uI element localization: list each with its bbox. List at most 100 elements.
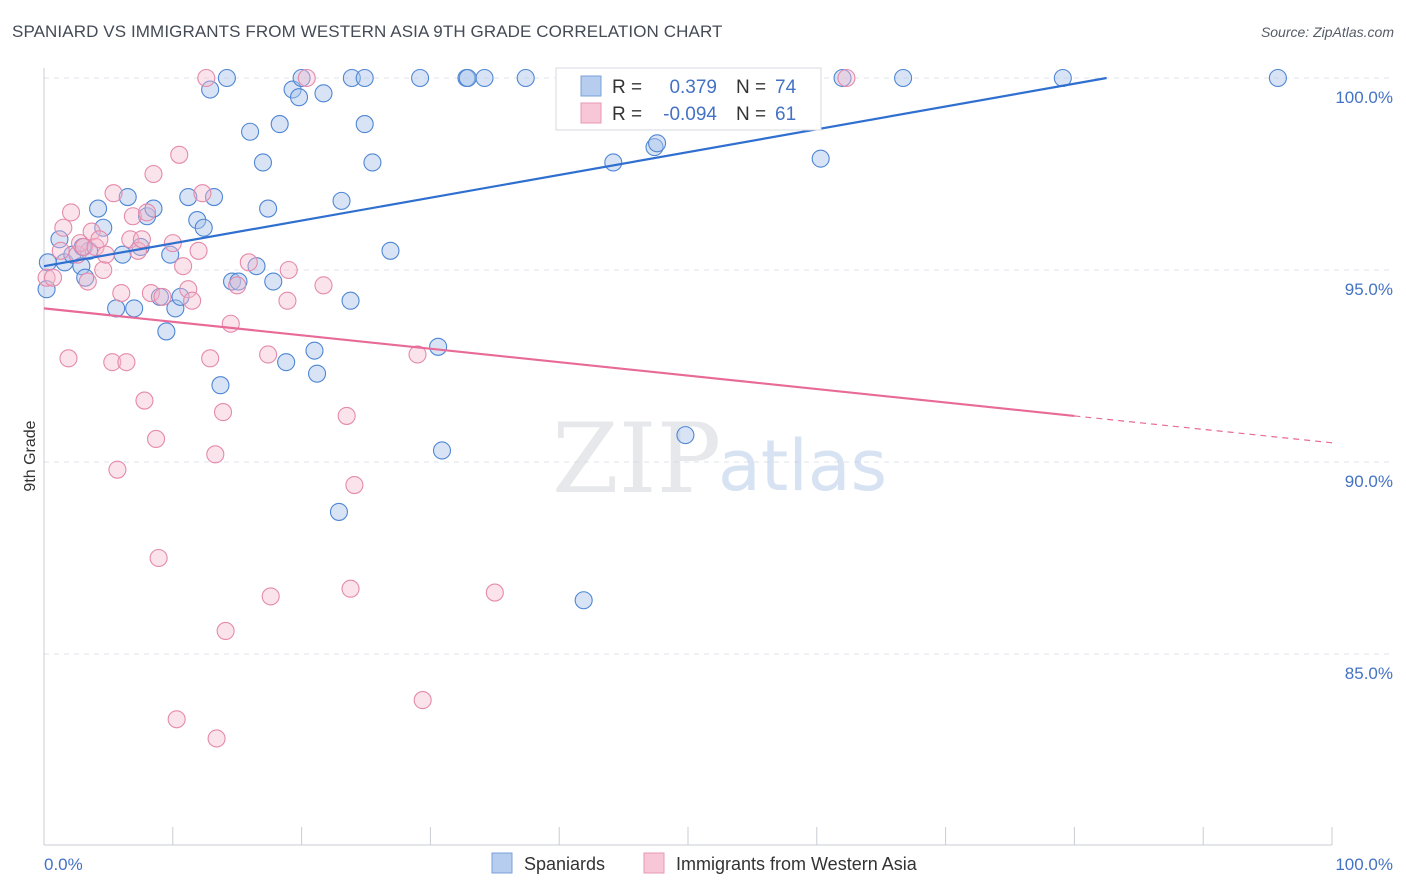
data-point-spaniards — [332, 191, 351, 210]
data-point-spaniards — [211, 376, 230, 395]
data-point-immigrants — [54, 218, 73, 237]
series-immigrants-points — [37, 68, 856, 748]
data-point-spaniards — [270, 115, 289, 134]
data-point-immigrants — [103, 353, 122, 372]
data-point-spaniards — [201, 80, 220, 99]
data-point-immigrants — [117, 353, 136, 372]
data-point-spaniards — [432, 441, 452, 460]
data-point-spaniards — [157, 322, 176, 341]
data-point-spaniards — [277, 353, 296, 372]
data-point-immigrants — [837, 68, 856, 88]
data-point-immigrants — [37, 268, 56, 287]
data-point-spaniards — [341, 291, 360, 310]
data-point-spaniards — [314, 84, 333, 103]
data-point-immigrants — [228, 276, 247, 295]
data-point-spaniards — [161, 245, 180, 264]
data-point-spaniards — [166, 299, 185, 318]
data-point-immigrants — [337, 406, 356, 425]
series-legend-swatch-immigrants — [643, 852, 665, 874]
data-point-immigrants — [149, 548, 168, 568]
series-spaniards-points — [37, 68, 1287, 610]
data-point-immigrants — [345, 475, 364, 495]
y-tick-label: 85.0% — [1345, 664, 1393, 683]
data-point-spaniards — [289, 88, 309, 107]
data-point-immigrants — [221, 314, 240, 333]
y-tick-labels: 85.0% 90.0% 95.0% 100.0% — [1335, 88, 1393, 683]
data-point-immigrants — [413, 691, 432, 710]
legend-swatch-immigrants — [580, 102, 602, 124]
data-point-spaniards — [458, 68, 477, 88]
data-point-spaniards — [308, 364, 327, 383]
data-point-immigrants — [239, 253, 258, 272]
data-point-spaniards — [171, 287, 190, 306]
data-point-spaniards — [204, 187, 224, 207]
data-point-immigrants — [123, 207, 142, 226]
data-point-spaniards — [125, 299, 144, 318]
data-point-spaniards — [475, 68, 494, 88]
y-tick-label: 95.0% — [1345, 280, 1393, 299]
legend-n-label-2: N = — [736, 104, 766, 125]
data-point-immigrants — [59, 349, 78, 368]
watermark-zip: ZIP — [552, 403, 721, 515]
data-point-immigrants — [43, 268, 63, 287]
data-point-immigrants — [94, 260, 113, 280]
x-tick-label: 0.0% — [44, 855, 83, 874]
data-point-spaniards — [89, 199, 108, 218]
data-point-spaniards — [574, 591, 593, 610]
data-point-spaniards — [894, 68, 913, 88]
data-point-spaniards — [604, 153, 623, 172]
data-point-immigrants — [170, 145, 189, 164]
data-point-spaniards — [179, 187, 198, 207]
data-point-immigrants — [216, 621, 235, 641]
y-axis-label: 9th Grade — [22, 420, 39, 491]
data-point-spaniards — [188, 211, 207, 230]
series-legend: Spaniards Immigrants from Western Asia — [491, 852, 918, 874]
legend-n-label-1: N = — [736, 77, 766, 98]
data-point-spaniards — [194, 218, 213, 237]
data-point-immigrants — [90, 230, 109, 249]
data-point-spaniards — [253, 153, 273, 172]
data-point-spaniards — [259, 199, 278, 218]
data-point-spaniards — [94, 218, 113, 237]
data-point-immigrants — [108, 460, 127, 479]
data-point-immigrants — [82, 222, 101, 241]
data-point-immigrants — [144, 164, 163, 184]
legend-n-value-2: 61 — [775, 104, 796, 125]
data-point-spaniards — [305, 341, 324, 360]
data-point-spaniards — [363, 153, 382, 172]
legend-r-value-2: -0.094 — [663, 104, 717, 125]
data-point-immigrants — [259, 345, 278, 364]
data-point-spaniards — [516, 68, 535, 88]
data-point-immigrants — [112, 283, 131, 303]
data-point-spaniards — [217, 68, 236, 88]
legend-r-label-1: R = — [612, 77, 642, 98]
data-point-immigrants — [78, 272, 97, 291]
legend-swatch-spaniards — [580, 75, 602, 97]
data-point-immigrants — [207, 729, 226, 748]
data-point-spaniards — [811, 149, 830, 168]
trend-line-immigrants — [43, 307, 1075, 418]
data-point-immigrants — [104, 184, 123, 203]
trend-line-immigrants-extension — [1074, 415, 1333, 444]
data-point-immigrants — [314, 276, 333, 295]
data-point-spaniards — [72, 257, 91, 276]
watermark: ZIP atlas — [552, 403, 887, 515]
data-point-immigrants — [147, 429, 166, 449]
x-tick-label: 100.0% — [1335, 855, 1393, 874]
data-point-immigrants — [206, 445, 225, 464]
watermark-atlas: atlas — [718, 425, 887, 507]
data-point-spaniards — [342, 68, 361, 88]
data-point-immigrants — [278, 291, 297, 310]
data-point-spaniards — [833, 68, 852, 88]
data-point-immigrants — [183, 291, 202, 310]
data-point-spaniards — [137, 207, 157, 226]
data-point-immigrants — [485, 583, 504, 602]
series-legend-swatch-spaniards — [491, 852, 513, 874]
trend-line-spaniards — [43, 76, 1107, 268]
data-point-spaniards — [241, 122, 260, 141]
chart-title: SPANIARD VS IMMIGRANTS FROM WESTERN ASIA… — [12, 22, 723, 41]
stats-legend: R = 0.379 N = 74 R = -0.094 N = 61 — [555, 67, 822, 131]
trend-lines — [43, 76, 1333, 444]
data-point-immigrants — [193, 184, 212, 203]
data-point-immigrants — [51, 241, 70, 260]
